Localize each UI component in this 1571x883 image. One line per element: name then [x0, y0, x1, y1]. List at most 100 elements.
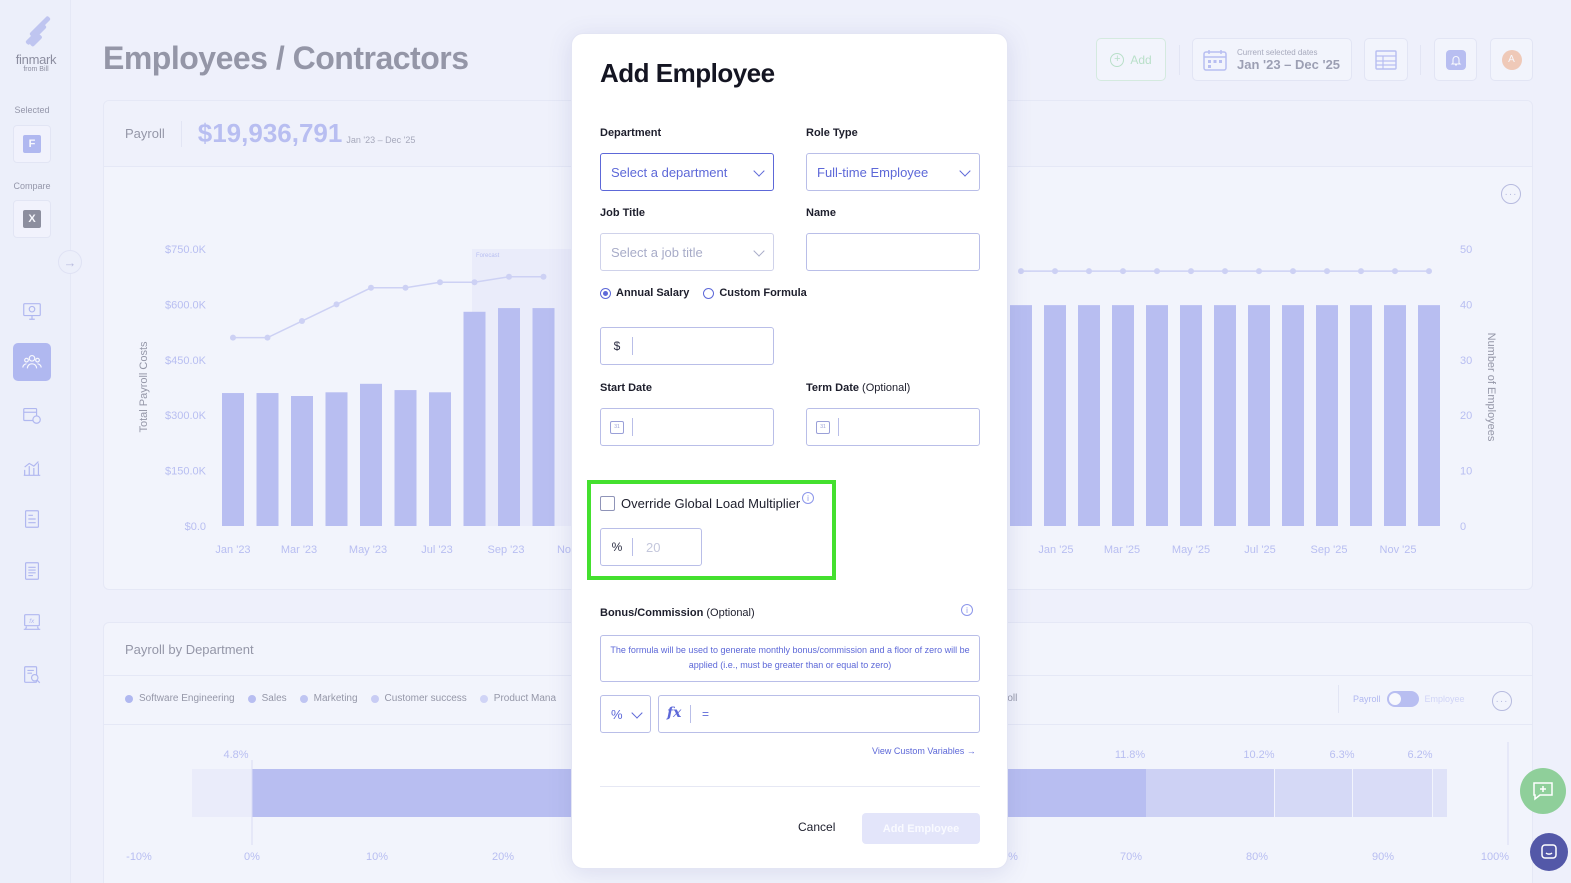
info-icon[interactable]: i: [802, 492, 814, 504]
department-select-value: Select a department: [611, 164, 728, 180]
name-input[interactable]: [806, 233, 980, 271]
employee-count-line: [233, 275, 544, 339]
formula-value: =: [702, 707, 710, 721]
add-employee-modal: Add Employee Department Select a departm…: [571, 33, 1008, 869]
y-tick-label: $150.0K: [165, 466, 207, 478]
annual-salary-radio[interactable]: Annual Salary: [600, 287, 689, 299]
legend-label: Software Engineering: [139, 693, 235, 704]
view-custom-variables-link[interactable]: View Custom Variables →: [872, 746, 976, 756]
bar: [394, 390, 417, 526]
department-select[interactable]: Select a department: [600, 153, 774, 191]
employee-count-point: [471, 279, 478, 286]
add-employee-button[interactable]: Add Employee: [862, 813, 980, 844]
nav-documents[interactable]: [13, 552, 51, 590]
employee-count-point: [1120, 268, 1126, 275]
x-tick-label: No: [557, 544, 571, 556]
bar: [1010, 305, 1032, 526]
bar: [360, 383, 382, 526]
table-view-button[interactable]: [1364, 38, 1408, 81]
custom-formula-radio[interactable]: Custom Formula: [703, 287, 807, 299]
currency-prefix: $: [601, 328, 633, 364]
bonus-unit-value: %: [611, 706, 623, 722]
start-date-input[interactable]: 31: [600, 408, 774, 446]
compare-scenario[interactable]: X: [13, 200, 51, 238]
term-date-input[interactable]: 31: [806, 408, 980, 446]
bonus-info-icon[interactable]: i: [961, 604, 973, 616]
employee-count-point: [230, 334, 236, 341]
selected-scenario[interactable]: F: [13, 125, 51, 163]
job-title-label: Job Title: [600, 207, 646, 219]
cancel-button[interactable]: Cancel: [798, 820, 836, 834]
search-doc-icon: [24, 666, 41, 684]
bar-chart-icon: [23, 461, 41, 476]
bar: [1078, 305, 1100, 526]
nav-formulas[interactable]: fx: [13, 603, 51, 641]
payroll-employee-toggle[interactable]: Payroll Employee: [1338, 685, 1465, 713]
bar: [1350, 305, 1372, 526]
x-tick-label: Jul '25: [1244, 544, 1275, 556]
payroll-range: Jan '23 – Dec '25: [346, 134, 416, 145]
job-title-select[interactable]: Select a job title: [600, 233, 774, 271]
term-date-label: Term Date (Optional): [806, 382, 910, 394]
nav-employees[interactable]: [13, 343, 51, 381]
feedback-button[interactable]: [1520, 768, 1566, 814]
bell-icon: [1445, 49, 1466, 70]
y-tick-label: $0.0: [185, 521, 206, 533]
help-chat-button[interactable]: [1530, 833, 1568, 871]
x-axis-tick: 80%: [1246, 851, 1268, 863]
multiplier-input[interactable]: % 20: [600, 528, 702, 566]
date-range-button[interactable]: Current selected dates Jan '23 – Dec '25: [1192, 38, 1352, 81]
legend-item[interactable]: Sales: [247, 693, 287, 704]
nav-reports[interactable]: [13, 500, 51, 538]
x-tick-label: May '23: [349, 544, 387, 556]
chart-options-icon[interactable]: ···: [1501, 184, 1521, 204]
override-multiplier-checkbox[interactable]: [600, 496, 615, 511]
start-date-label: Start Date: [600, 382, 652, 394]
y-tick-label: $750.0K: [165, 244, 207, 256]
nav-search-reports[interactable]: [13, 656, 51, 694]
salary-input[interactable]: $: [600, 327, 774, 365]
role-type-select[interactable]: Full-time Employee: [806, 153, 980, 191]
x-axis-tick: 70%: [1120, 851, 1142, 863]
department-segment: [1353, 769, 1432, 817]
legend-item[interactable]: Software Engineering: [125, 693, 235, 704]
negative-segment: [192, 769, 252, 817]
selected-scenario-letter: F: [23, 135, 41, 153]
employee-count-point: [1154, 268, 1160, 275]
start-date-calendar[interactable]: 31: [601, 409, 633, 445]
finmark-logo[interactable]: finmark from Bill: [10, 15, 62, 73]
legend-item[interactable]: Marketing: [299, 693, 358, 704]
bar: [222, 393, 244, 526]
nav-dashboard[interactable]: [13, 292, 51, 330]
modal-title: Add Employee: [600, 58, 775, 88]
y-tick-label: $300.0K: [165, 410, 207, 422]
bonus-unit-select[interactable]: %: [600, 695, 651, 733]
term-date-calendar[interactable]: 31: [807, 409, 839, 445]
document-icon: [24, 562, 40, 580]
bonus-formula-input[interactable]: fx =: [658, 695, 980, 733]
bar: [325, 392, 348, 526]
bar: [1248, 305, 1270, 526]
modal-footer-divider: [600, 786, 980, 787]
department-options-icon[interactable]: ···: [1492, 691, 1512, 711]
notifications-button[interactable]: [1434, 38, 1477, 81]
date-range-value: Jan '23 – Dec '25: [1237, 56, 1341, 72]
add-button[interactable]: + Add: [1096, 38, 1166, 81]
toggle-label-employee: Employee: [1424, 694, 1465, 704]
employee-count-point: [1290, 268, 1296, 275]
legend-item[interactable]: Customer success: [370, 693, 467, 704]
salary-type-radio-group: Annual Salary Custom Formula: [600, 287, 807, 299]
x-axis-tick: 10%: [366, 851, 388, 863]
legend-label: Customer success: [384, 693, 467, 704]
department-segment: [1275, 769, 1352, 817]
nav-revenue[interactable]: [13, 449, 51, 487]
y2-tick-label: 50: [1460, 244, 1472, 256]
nav-expenses[interactable]: [13, 396, 51, 434]
header-divider: [1179, 45, 1180, 75]
user-menu-button[interactable]: A: [1490, 38, 1533, 81]
legend-item[interactable]: Product Mana: [479, 693, 556, 704]
employee-count-point: [1324, 268, 1330, 275]
toggle-switch[interactable]: [1386, 691, 1419, 707]
compare-label: Compare: [13, 181, 51, 191]
expand-sidebar-button[interactable]: →: [58, 250, 82, 274]
